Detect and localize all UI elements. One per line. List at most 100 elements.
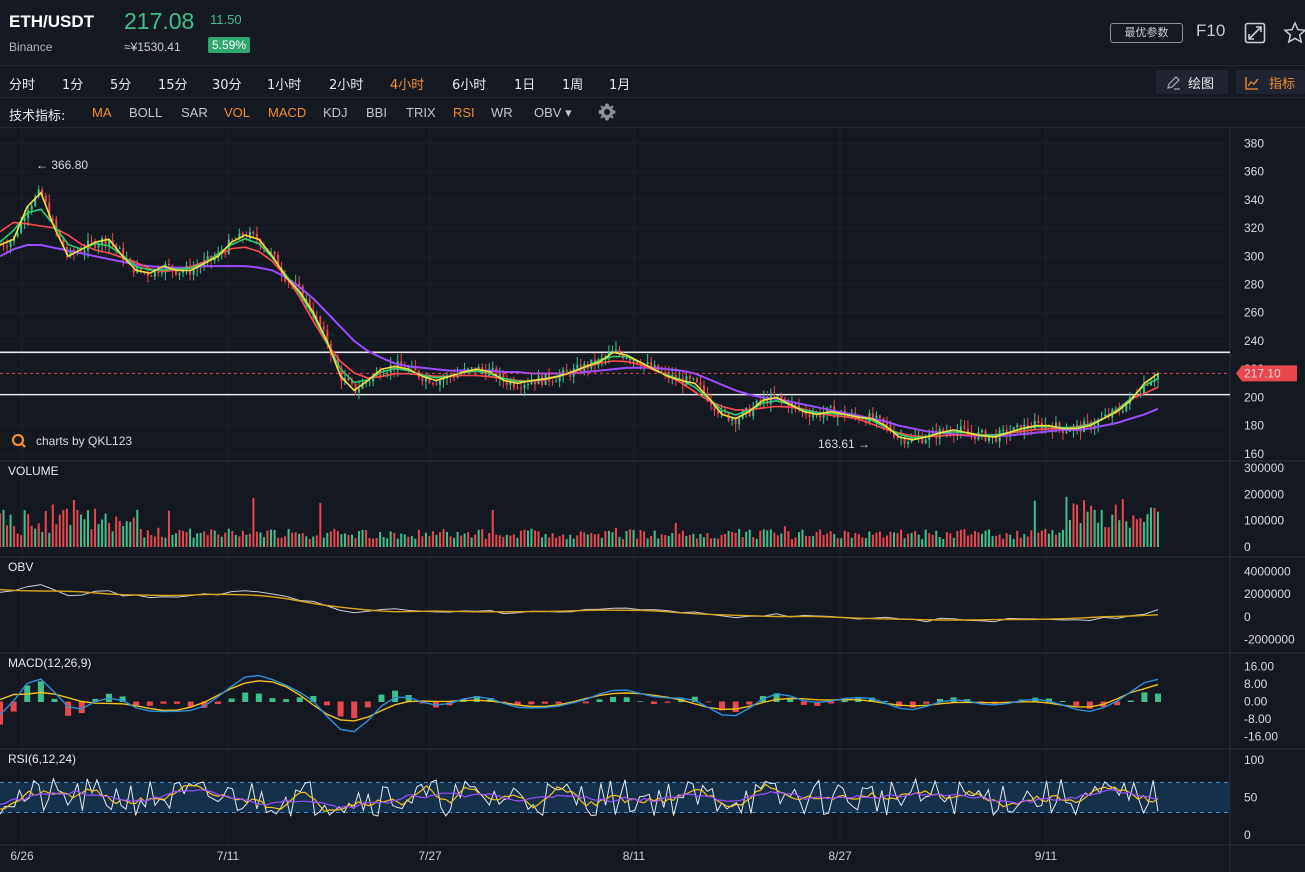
indicator-toggle-3[interactable]: VOL — [224, 105, 251, 120]
indicator-toggle-4[interactable]: MACD — [268, 105, 307, 120]
volume-bar — [125, 521, 128, 547]
macd-hist-bar — [664, 701, 671, 703]
timeframe-tab-4[interactable]: 30分 — [212, 78, 242, 93]
timeframe-tab-1[interactable]: 1分 — [62, 78, 84, 93]
volume-bar — [403, 534, 406, 547]
timeframe-tab-8[interactable]: 6小时 — [452, 78, 487, 93]
volume-bar — [678, 533, 681, 547]
timeframe-tab-6[interactable]: 2小时 — [329, 78, 364, 93]
indicator-toggle-2[interactable]: SAR — [181, 105, 208, 120]
volume-bar — [815, 531, 818, 547]
volume-bar — [203, 531, 206, 547]
volume-bar — [477, 529, 480, 547]
volume-bar — [2, 509, 5, 547]
volume-bar — [695, 538, 698, 547]
volume-bar — [569, 534, 572, 547]
macd-hist-bar — [828, 701, 835, 704]
volume-bar — [681, 530, 684, 547]
volume-bar — [1054, 534, 1057, 547]
last-price-tag-label: 217.10 — [1244, 366, 1281, 380]
volume-bar — [1040, 530, 1043, 547]
candle-body — [248, 231, 251, 239]
fullscreen-icon[interactable] — [1244, 22, 1266, 44]
volume-bar — [639, 529, 642, 547]
indicator-button[interactable]: 指标 — [1236, 70, 1305, 94]
indicator-toggle-0[interactable]: MA — [92, 105, 112, 120]
volume-bar — [741, 537, 744, 547]
volume-bar — [1086, 511, 1089, 547]
volume-bar — [776, 535, 779, 547]
timeframe-tab-2[interactable]: 5分 — [110, 78, 132, 93]
volume-bar — [621, 539, 624, 547]
indicator-toggle-5[interactable]: KDJ — [323, 105, 348, 120]
candle-body — [1065, 431, 1068, 433]
volume-bar — [227, 528, 230, 547]
volume-bar — [1047, 533, 1050, 547]
volume-bar — [699, 533, 702, 547]
timeframe-tab-10[interactable]: 1周 — [562, 78, 584, 93]
volume-bar — [896, 533, 899, 547]
candle-body — [720, 409, 723, 414]
candle-body — [794, 403, 797, 406]
volume-bar — [192, 537, 195, 547]
indicator-toggle-9[interactable]: WR — [491, 105, 513, 120]
volume-bar — [928, 533, 931, 547]
volume-bar — [23, 510, 26, 547]
volume-bar — [618, 536, 621, 547]
macd-hist-bar — [405, 695, 412, 702]
candle-body — [717, 410, 720, 414]
volume-bar — [900, 529, 903, 547]
indicator-toggle-7[interactable]: TRIX — [406, 105, 436, 120]
volume-bar — [713, 538, 716, 547]
favorite-star-icon[interactable] — [1283, 21, 1305, 45]
indicator-toggle-8[interactable]: RSI — [453, 105, 475, 120]
timeframe-tab-3[interactable]: 15分 — [158, 78, 188, 93]
volume-bar — [534, 530, 537, 547]
volume-bar — [1069, 520, 1072, 547]
volume-bar — [509, 535, 512, 547]
volume-bar — [336, 531, 339, 547]
candle-body — [1086, 421, 1089, 423]
candle-body — [435, 383, 438, 385]
candle-body — [368, 381, 371, 383]
indicator-toggle-1[interactable]: BOLL — [129, 105, 163, 120]
candle-body — [1069, 430, 1072, 432]
candle-body — [343, 377, 346, 382]
date-tick-label: 9/11 — [1035, 849, 1058, 863]
macd-hist-bar — [582, 701, 589, 704]
volume-bar — [1093, 509, 1096, 547]
volume-bar — [0, 513, 1, 547]
volume-bar — [1026, 536, 1029, 547]
macd-hist-bar — [187, 701, 194, 707]
candle-body — [1016, 425, 1019, 428]
indicator-toggle-10[interactable]: OBV ▾ — [534, 105, 572, 120]
gear-icon[interactable] — [597, 102, 617, 122]
candle-body — [632, 360, 635, 362]
candle-body — [956, 430, 959, 436]
volume-bar — [600, 537, 603, 547]
timeframe-tab-11[interactable]: 1月 — [609, 78, 631, 93]
timeframe-tab-0[interactable]: 分时 — [9, 78, 36, 93]
volume-bar — [449, 536, 452, 547]
indicator-bar-label: 技术指标: — [9, 109, 66, 124]
indicator-toggle-6[interactable]: BBI — [366, 105, 387, 120]
price-tick-label: 160 — [1244, 447, 1264, 461]
macd-hist-bar — [1127, 700, 1134, 702]
candle-body — [347, 377, 350, 381]
timeframe-tab-7[interactable]: 4小时 — [390, 78, 425, 93]
candle-body — [34, 196, 37, 206]
chart-area[interactable]: ← 366.80 163.61 → charts by QKL123 VOLUME OB… — [0, 128, 1305, 872]
f10-button[interactable]: F10 — [1196, 21, 1226, 40]
volume-bar — [361, 529, 364, 547]
candle-body — [301, 285, 304, 301]
volume-bar — [41, 531, 44, 547]
timeframe-tab-9[interactable]: 1日 — [514, 78, 536, 93]
candle-body — [30, 205, 33, 211]
candle-body — [509, 380, 512, 385]
volume-bar — [597, 533, 600, 547]
timeframe-tab-5[interactable]: 1小时 — [267, 78, 302, 93]
volume-bar — [977, 532, 980, 547]
optimal-params-button[interactable]: 最优参数 — [1110, 23, 1183, 43]
candle-body — [97, 244, 100, 248]
draw-tool-button[interactable]: 绘图 — [1156, 70, 1228, 94]
